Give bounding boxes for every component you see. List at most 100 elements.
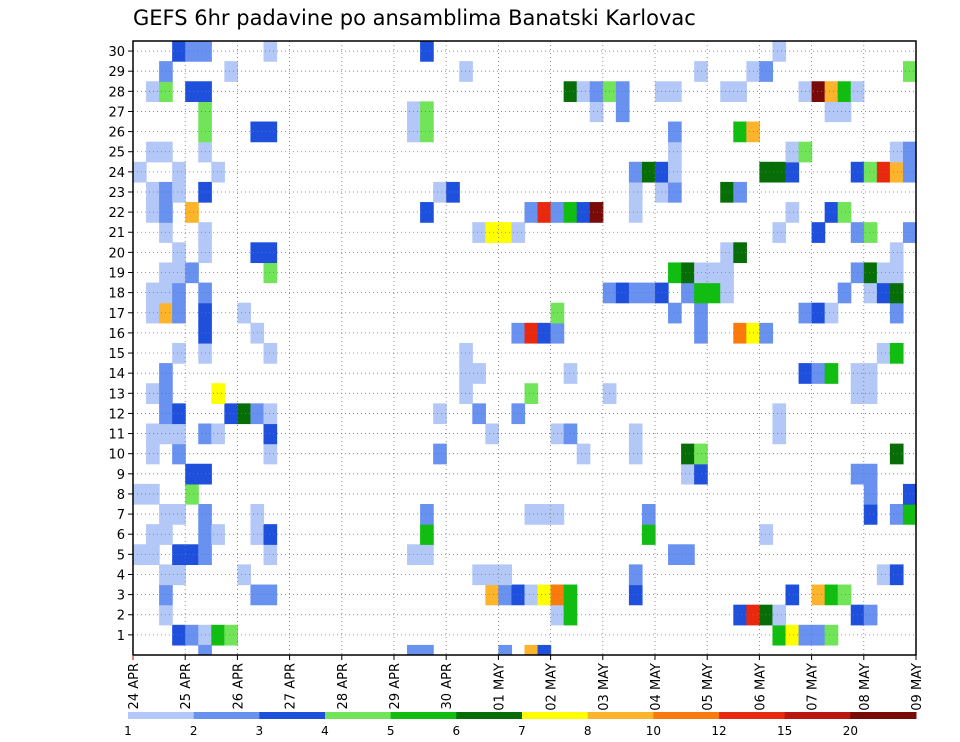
- heatmap-cell-m28-t41: [668, 81, 682, 102]
- y-tick-label: 5: [117, 548, 125, 563]
- heatmap-cell-m12-t29: [511, 403, 526, 425]
- heatmap-cell-m28-t54: [837, 81, 852, 102]
- heatmap-cell-m17-t41: [668, 302, 682, 324]
- heatmap-cell-m15-t10: [263, 342, 278, 364]
- heatmap-cell-m4-t57: [876, 564, 891, 586]
- x-tick-label: 01 MAY: [492, 663, 507, 711]
- heatmap-cell-m16-t48: [759, 322, 774, 344]
- heatmap-cell-m24-t49: [772, 161, 787, 183]
- heatmap-cell-m18-t45: [720, 282, 734, 304]
- heatmap-cell-m11-t3: [172, 423, 186, 445]
- y-tick-label: 12: [108, 407, 125, 422]
- heatmap-cell-m10-t58: [889, 443, 904, 465]
- heatmap-cell-m30-t22: [420, 41, 434, 62]
- heatmap-cell-m26-t10: [263, 121, 278, 143]
- heatmap-cell-m23-t38: [628, 181, 643, 203]
- heatmap-cell-m7-t39: [641, 504, 656, 525]
- y-tick-label: 22: [108, 206, 125, 221]
- heatmap-cell-m17-t3: [172, 302, 186, 324]
- heatmap-cell-m7-t56: [863, 504, 878, 525]
- heatmap-cell-m24-t0: [133, 161, 147, 183]
- y-tick-label: 8: [117, 488, 125, 503]
- heatmap-cell-m28-t52: [811, 81, 826, 102]
- heatmap-cell-m27-t54: [837, 101, 852, 123]
- heatmap-cell-m7-t58: [889, 504, 904, 525]
- heatmap-cell-m22-t54: [837, 202, 852, 223]
- heatmap-cell-m17-t58: [889, 302, 904, 324]
- heatmap-cell-m20-t3: [172, 242, 186, 264]
- heatmap-cell-m29-t48: [759, 61, 774, 82]
- heatmap-cell-m29-t7: [224, 61, 238, 82]
- colorbar-swatch: [325, 712, 392, 719]
- heatmap-cell-m0-t21: [407, 644, 421, 655]
- heatmap-cell-m5-t42: [681, 544, 695, 566]
- colorbar-label: 12: [711, 724, 726, 738]
- heatmap-cell-m2-t48: [759, 604, 774, 626]
- heatmap-cell-m19-t42: [681, 262, 695, 284]
- heatmap-cell-m9-t56: [863, 463, 878, 485]
- colorbar-swatch: [719, 712, 786, 719]
- heatmap-cell-m24-t3: [172, 161, 186, 183]
- heatmap-cell-m17-t1: [146, 302, 160, 324]
- heatmap-cell-m3-t54: [837, 584, 852, 606]
- heatmap-cell-m18-t3: [172, 282, 186, 304]
- heatmap-cell-m18-t37: [615, 282, 630, 304]
- heatmap-cell-m4-t38: [628, 564, 643, 586]
- heatmap-cell-m12-t3: [172, 403, 186, 425]
- heatmap-cell-m20-t45: [720, 242, 734, 264]
- heatmap-cell-m6-t22: [420, 524, 434, 545]
- heatmap-cell-m7-t22: [420, 504, 434, 525]
- heatmap-cell-m13-t6: [211, 383, 225, 404]
- heatmap-cell-m30-t4: [185, 41, 199, 62]
- y-tick-label: 26: [108, 126, 125, 141]
- heatmap-cell-m12-t26: [472, 403, 486, 425]
- heatmap-cell-m14-t56: [863, 363, 878, 384]
- heatmap-cell-m22-t33: [563, 202, 578, 223]
- heatmap-cell-m4-t26: [472, 564, 486, 586]
- y-tick-label: 6: [117, 528, 125, 543]
- heatmap-cell-m18-t43: [694, 282, 708, 304]
- colorbar-swatch: [784, 712, 851, 719]
- heatmap-cell-m11-t27: [485, 423, 499, 445]
- heatmap-cell-m15-t57: [876, 342, 891, 364]
- y-tick-label: 24: [108, 166, 125, 181]
- heatmap-cell-m3-t52: [811, 584, 826, 606]
- heatmap-cell-m12-t7: [224, 403, 238, 425]
- heatmap-cell-m7-t3: [172, 504, 186, 525]
- heatmap-cell-m28-t45: [720, 81, 734, 102]
- y-tick-label: 13: [108, 387, 125, 402]
- heatmap-cell-m8-t1: [146, 483, 160, 505]
- heatmap-cell-m22-t34: [576, 202, 591, 223]
- y-axis-tick-labels: 1234567891011121314151617181920212223242…: [108, 45, 133, 644]
- heatmap-cell-m24-t50: [785, 161, 800, 183]
- heatmap-cell-m11-t49: [772, 423, 787, 445]
- y-tick-label: 30: [108, 45, 125, 60]
- heatmap-cell-m4-t3: [172, 564, 186, 586]
- heatmap-cell-m3-t50: [785, 584, 800, 606]
- heatmap-cell-m27-t22: [420, 101, 434, 123]
- heatmap-cell-m18-t57: [876, 282, 891, 304]
- y-tick-label: 23: [108, 186, 125, 201]
- y-tick-label: 27: [108, 105, 125, 120]
- x-tick-label: 29 APR: [388, 663, 403, 709]
- heatmap-cell-m4-t58: [889, 564, 904, 586]
- heatmap-cell-m29-t43: [694, 61, 708, 82]
- heatmap-cell-m28-t34: [576, 81, 591, 102]
- x-tick-label: 03 MAY: [597, 663, 612, 711]
- colorbar-swatch: [587, 712, 654, 719]
- heatmap-cell-m4-t8: [237, 564, 252, 586]
- heatmap-cell-m17-t53: [824, 302, 839, 324]
- chart-title: GEFS 6hr padavine po ansamblima Banatski…: [133, 6, 696, 30]
- heatmap-cell-m26-t41: [668, 121, 682, 143]
- heatmap-cell-m16-t30: [524, 322, 539, 344]
- heatmap-cell-m5-t41: [668, 544, 682, 566]
- heatmap-cell-m19-t44: [707, 262, 721, 284]
- x-tick-label: 25 APR: [179, 663, 194, 709]
- colorbar-swatch: [259, 712, 326, 719]
- heatmap-cell-m6-t6: [211, 524, 225, 545]
- colorbar-swatch: [522, 712, 589, 719]
- heatmap-cell-m3-t53: [824, 584, 839, 606]
- heatmap-cell-m12-t10: [263, 403, 278, 425]
- x-tick-label: 05 MAY: [701, 663, 716, 711]
- heatmap-cell-m10-t43: [694, 443, 708, 465]
